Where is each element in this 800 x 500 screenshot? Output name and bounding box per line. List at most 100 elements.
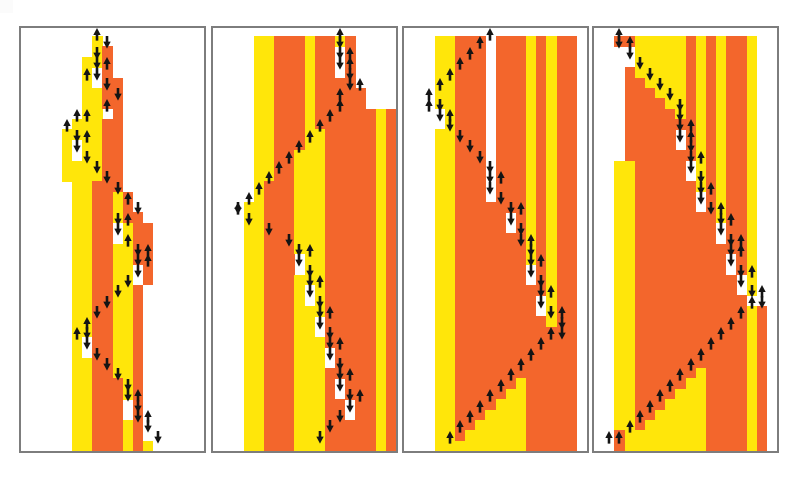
tape-run-yellow <box>375 170 387 182</box>
tape-run-yellow <box>243 440 265 451</box>
tape-run-orange <box>556 150 578 161</box>
tape-run-orange <box>556 119 578 130</box>
tape-run-yellow <box>546 119 557 130</box>
tape-run-yellow <box>746 305 757 317</box>
tape-run-orange <box>726 67 747 78</box>
tape-run-orange <box>263 399 295 410</box>
tape-run-yellow <box>546 56 557 68</box>
turing-panel-2 <box>211 26 398 453</box>
tape-run-orange <box>102 67 113 78</box>
tape-run-yellow <box>294 336 326 348</box>
tape-run-yellow <box>71 409 93 421</box>
tape-run-yellow <box>375 253 387 265</box>
tape-run-yellow <box>375 139 387 151</box>
head-arrow-up <box>336 88 344 101</box>
tape-run-orange <box>454 56 486 68</box>
tape-run-orange <box>92 368 113 379</box>
tape-run-yellow <box>304 108 315 120</box>
tape-run-yellow <box>634 67 686 78</box>
tape-run-orange <box>263 243 295 255</box>
tape-run-yellow <box>294 222 326 234</box>
tape-run-yellow <box>143 451 153 453</box>
tape-run-yellow <box>304 139 326 151</box>
tape-run-orange <box>263 409 295 421</box>
tape-run-yellow <box>434 419 456 431</box>
tape-run-orange <box>495 150 527 161</box>
tape-run-orange <box>385 388 396 400</box>
tape-run-yellow <box>243 409 265 421</box>
tape-run-orange <box>454 264 527 276</box>
tape-run-orange <box>314 36 336 47</box>
head-arrow-down <box>507 212 515 226</box>
tape-run-yellow <box>375 378 387 390</box>
tape-run-orange <box>556 202 578 213</box>
tape-run-orange <box>614 36 635 47</box>
tape-run-orange <box>685 36 696 47</box>
tape-run-yellow <box>243 202 265 213</box>
tape-run-yellow <box>243 347 265 359</box>
tape-run-orange <box>324 326 376 338</box>
head-arrow-up <box>615 430 624 444</box>
tape-run-yellow <box>746 409 757 421</box>
tape-run-yellow <box>746 191 757 203</box>
head-arrow-down <box>456 129 464 143</box>
tape-run-orange <box>454 222 506 234</box>
head-arrow-down <box>435 109 444 122</box>
tape-run-yellow <box>304 56 315 68</box>
tape-run-yellow <box>485 409 527 421</box>
tape-run-orange <box>756 388 768 400</box>
tape-run-orange <box>92 378 123 390</box>
tape-run-orange <box>526 399 578 410</box>
tape-run-orange <box>263 347 295 359</box>
tape-run-orange <box>92 243 113 255</box>
head-arrow-down <box>625 46 634 60</box>
tape-run-yellow <box>122 222 134 234</box>
tape-run-yellow <box>614 233 635 244</box>
tape-run-yellow <box>243 357 265 369</box>
tape-run-yellow <box>375 243 387 255</box>
tape-run-orange <box>634 295 747 307</box>
tape-run-orange <box>263 316 295 327</box>
tape-run-yellow <box>434 150 456 161</box>
tape-run-yellow <box>294 388 326 400</box>
tape-run-orange <box>685 67 696 78</box>
tape-run-yellow <box>515 378 527 390</box>
head-arrow-down <box>537 295 545 309</box>
tape-run-orange <box>454 119 486 130</box>
tape-run-yellow <box>614 212 635 224</box>
tape-run-yellow <box>375 409 387 421</box>
head-arrow-up <box>547 285 556 298</box>
tape-run-orange <box>624 108 676 120</box>
tape-run-yellow <box>716 108 727 120</box>
tape-run-orange <box>685 46 696 58</box>
head-arrow-down <box>234 202 243 215</box>
tape-run-yellow <box>746 170 757 182</box>
tape-run-orange <box>274 67 305 78</box>
tape-run-yellow <box>294 285 305 296</box>
tape-run-yellow <box>746 160 757 172</box>
tape-run-orange <box>634 388 676 400</box>
tape-run-yellow <box>716 139 727 151</box>
head-arrow-down <box>537 285 545 298</box>
tape-run-yellow <box>243 399 265 410</box>
tape-run-yellow <box>434 212 456 224</box>
tape-run-orange <box>756 409 768 421</box>
tape-run-yellow <box>243 253 265 265</box>
head-arrow-down <box>346 389 354 402</box>
tape-run-orange <box>314 119 376 130</box>
tape-run-orange <box>324 285 376 296</box>
tape-run-orange <box>624 77 646 89</box>
tape-run-orange <box>536 129 547 141</box>
head-arrow-down <box>676 98 685 112</box>
head-arrow-down <box>93 160 101 174</box>
tape-run-yellow <box>304 129 326 141</box>
head-arrow-up <box>446 109 454 122</box>
tape-run-orange <box>536 212 547 224</box>
head-arrow-up <box>697 150 705 164</box>
tape-run-orange <box>726 222 747 234</box>
tape-run-orange <box>454 181 486 193</box>
tape-run-yellow <box>375 368 387 379</box>
tape-run-orange <box>556 77 578 89</box>
head-arrow-down <box>686 150 695 164</box>
tape-run-orange <box>556 243 578 255</box>
